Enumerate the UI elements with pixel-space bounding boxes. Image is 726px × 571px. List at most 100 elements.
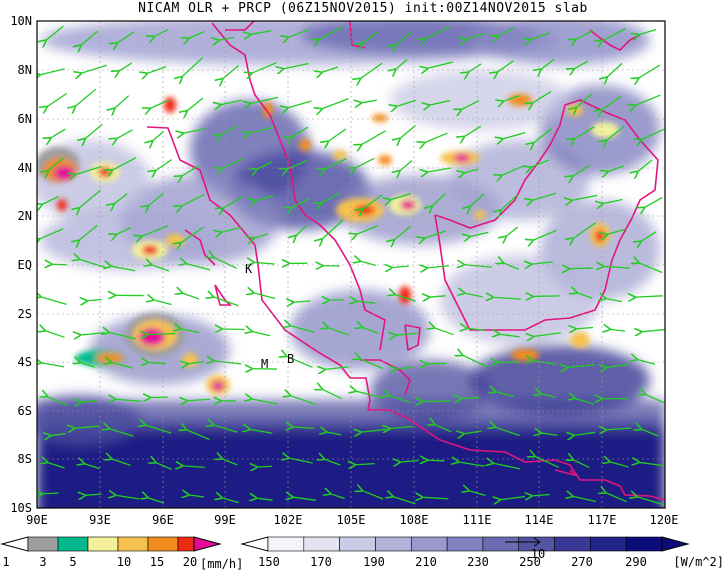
wind-vector [86, 494, 102, 495]
precip-color-swatch [147, 536, 179, 552]
olr-color-swatch [482, 536, 520, 552]
wind-vector [76, 88, 97, 106]
wind-vector [75, 426, 100, 428]
wind-vector [608, 165, 624, 171]
wind-vector [214, 425, 238, 433]
wind-vector [639, 28, 657, 34]
lon-label: 108E [400, 513, 429, 527]
wind-vector [606, 493, 627, 503]
wind-vector [397, 99, 417, 106]
wind-vector [499, 27, 515, 36]
wind-vector [323, 66, 339, 72]
wind-vector [110, 333, 137, 340]
grid-lines [37, 21, 665, 508]
wind-vector [462, 398, 480, 399]
wind-vector [638, 159, 653, 171]
lat-label: 10S [10, 501, 32, 515]
wind-vector [142, 225, 169, 236]
wind-vector [181, 226, 204, 243]
olr-unit: [W/m^2] [673, 555, 724, 569]
wind-vector [363, 327, 379, 334]
wind-vector [607, 125, 625, 140]
wind-vector [425, 132, 448, 142]
plot-frame [36, 20, 666, 509]
wind-vector [504, 95, 520, 101]
wind-vector [152, 265, 170, 272]
wind-vector [258, 466, 272, 467]
wind-vector [323, 219, 344, 239]
wind-vector [183, 466, 205, 468]
wind-vector [574, 460, 590, 468]
wind-vector [646, 395, 665, 404]
wind-vector [574, 222, 596, 238]
wind-vector [391, 192, 411, 200]
wind-vector [148, 498, 165, 504]
wind-vector [221, 99, 243, 104]
wind-vector [153, 130, 165, 140]
wind-vector [400, 124, 417, 138]
wind-vector [390, 427, 413, 429]
wind-vector [393, 266, 409, 268]
lon-label: 99E [214, 513, 236, 527]
wind-vector [573, 164, 590, 175]
wind-vector [607, 428, 632, 430]
wind-vector [187, 264, 211, 271]
wind-vector [362, 100, 377, 102]
wind-vector [43, 493, 59, 494]
wind-vector [48, 397, 68, 406]
wind-vector [291, 326, 315, 333]
wind-vector [645, 196, 663, 207]
lat-label: 8S [18, 452, 32, 466]
wind-vector [116, 495, 140, 500]
wind-vector [533, 361, 557, 365]
wind-vector [182, 165, 199, 176]
lat-label: 6N [18, 112, 32, 126]
wind-vector [110, 429, 134, 437]
latitude-labels: 10N 8N 6N 4N 2N EQ 2S 4S 6S 8S 10S [10, 14, 32, 515]
lon-label: 90E [26, 513, 48, 527]
wind-vector [608, 62, 623, 76]
olr-colorbar-low-triangle [240, 536, 269, 552]
lat-label: 4S [18, 355, 32, 369]
precip-color-swatch [87, 536, 119, 552]
lat-label: 4N [18, 161, 32, 175]
wind-vector [223, 459, 238, 466]
precip-tick: 20 [183, 555, 197, 569]
wind-vector [397, 367, 414, 369]
wind-vector [188, 362, 205, 364]
wind-vector [294, 427, 315, 428]
wind-vector [641, 231, 657, 241]
wind-vector [291, 396, 317, 406]
wind-vector [255, 233, 269, 238]
wind-vector [468, 328, 486, 330]
wind-vector [288, 159, 308, 168]
olr-color-swatch [375, 536, 412, 552]
wind-vector [327, 432, 342, 436]
wind-vector [401, 460, 419, 462]
wind-vector [611, 462, 629, 468]
wind-vector [503, 131, 526, 139]
wind-vector [607, 299, 622, 303]
olr-color-swatch [267, 536, 305, 552]
wind-vector [465, 125, 482, 136]
wind-vector [396, 333, 418, 335]
wind-vector [604, 266, 631, 268]
wind-vector [636, 94, 661, 105]
wind-vector [49, 157, 64, 170]
wind-vector [400, 160, 413, 171]
wind-vector [577, 92, 593, 107]
wind-vector [323, 390, 343, 400]
olr-color-swatch [303, 536, 340, 552]
wind-vector [576, 399, 595, 405]
reference-vector-label: 10 [531, 547, 545, 561]
wind-vector [51, 128, 66, 138]
lon-label: 111E [463, 513, 492, 527]
wind-vector [534, 229, 557, 240]
olr-tick: 150 [258, 555, 280, 569]
wind-vector [329, 328, 349, 336]
wind-vector [251, 96, 279, 103]
wind-vector [533, 90, 552, 102]
wind-vector [156, 463, 173, 471]
wind-vector [462, 100, 480, 110]
olr-color-swatch [625, 536, 663, 552]
